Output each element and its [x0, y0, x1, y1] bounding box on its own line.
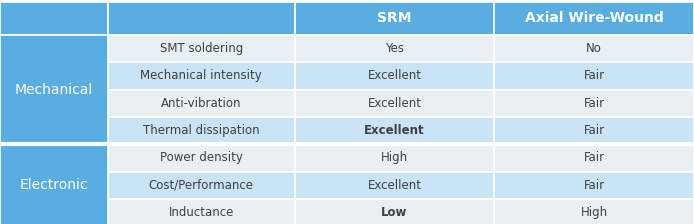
- Text: Fair: Fair: [584, 151, 604, 164]
- Text: Inductance: Inductance: [169, 206, 234, 219]
- Text: Mechanical intensity: Mechanical intensity: [140, 69, 262, 82]
- Bar: [108, 199, 295, 224]
- Text: No: No: [586, 42, 602, 55]
- Text: Excellent: Excellent: [368, 179, 421, 192]
- Bar: [295, 35, 494, 62]
- Text: Axial Wire-Wound: Axial Wire-Wound: [525, 11, 663, 25]
- Text: Electronic: Electronic: [19, 178, 88, 192]
- Text: Power density: Power density: [160, 151, 243, 164]
- Text: High: High: [381, 151, 408, 164]
- Text: SRM: SRM: [378, 11, 412, 25]
- Bar: [295, 117, 494, 144]
- Bar: [108, 117, 295, 144]
- Bar: [295, 172, 494, 199]
- Bar: [295, 2, 494, 35]
- Bar: [494, 172, 694, 199]
- Bar: [494, 62, 694, 90]
- Bar: [295, 90, 494, 117]
- Text: Mechanical: Mechanical: [15, 83, 93, 97]
- Text: Excellent: Excellent: [368, 97, 421, 110]
- Text: Yes: Yes: [385, 42, 404, 55]
- Text: Fair: Fair: [584, 179, 604, 192]
- Bar: [108, 62, 295, 90]
- Bar: [494, 199, 694, 224]
- Text: Excellent: Excellent: [364, 124, 425, 137]
- Text: Anti-vibration: Anti-vibration: [161, 97, 242, 110]
- Bar: [494, 35, 694, 62]
- Bar: [108, 35, 295, 62]
- Text: Thermal dissipation: Thermal dissipation: [143, 124, 260, 137]
- Bar: [0, 2, 108, 35]
- Text: Fair: Fair: [584, 124, 604, 137]
- Text: Excellent: Excellent: [368, 69, 421, 82]
- Bar: [494, 90, 694, 117]
- Bar: [494, 144, 694, 172]
- Bar: [108, 144, 295, 172]
- Bar: [108, 90, 295, 117]
- Bar: [108, 2, 295, 35]
- Bar: [0, 35, 108, 144]
- Bar: [0, 144, 108, 224]
- Text: High: High: [580, 206, 608, 219]
- Text: Fair: Fair: [584, 69, 604, 82]
- Bar: [108, 172, 295, 199]
- Text: Fair: Fair: [584, 97, 604, 110]
- Bar: [494, 2, 694, 35]
- Text: SMT soldering: SMT soldering: [160, 42, 243, 55]
- Bar: [494, 117, 694, 144]
- Bar: [295, 199, 494, 224]
- Text: Low: Low: [381, 206, 408, 219]
- Bar: [295, 144, 494, 172]
- Bar: [295, 62, 494, 90]
- Text: Cost/Performance: Cost/Performance: [149, 179, 254, 192]
